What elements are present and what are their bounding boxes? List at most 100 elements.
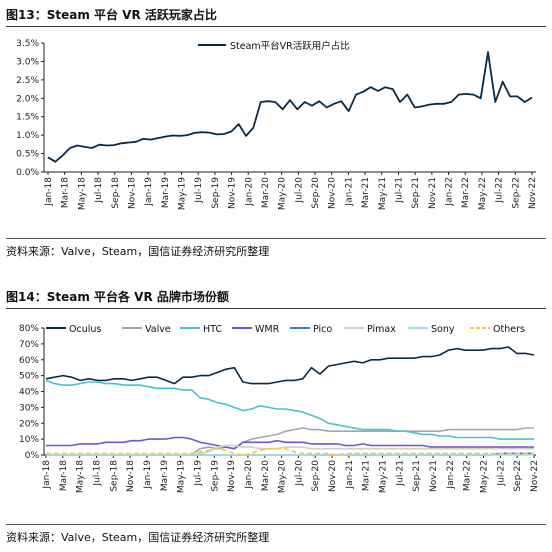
x-tick-label: Sep-20 [311,177,321,209]
x-tick-label: Nov-19 [227,460,237,492]
x-tick-label: May-20 [278,460,288,493]
x-tick-label: Jan-20 [244,177,254,207]
x-tick-label: Mar-21 [362,460,372,491]
x-tick-label: Jan-19 [144,177,154,207]
series-line-wmr [46,436,534,450]
legend-label: Others [493,324,525,335]
x-tick-label: Mar-19 [160,460,170,491]
y-tick-label: 2.5% [16,76,39,86]
x-tick-label: Jul-20 [294,177,304,204]
x-tick-label: Mar-22 [461,177,471,208]
x-tick-label: Nov-20 [328,460,338,492]
x-tick-label: Jul-18 [92,460,102,487]
x-tick-label: May-18 [77,177,87,210]
figure1-top-rule [6,26,546,27]
x-tick-label: May-21 [379,460,389,493]
y-tick-label: 70% [19,340,39,350]
x-tick-label: Nov-21 [429,460,439,492]
legend-label: WMR [255,324,280,335]
y-tick-label: 20% [19,419,39,429]
x-tick-label: Nov-18 [126,460,136,492]
x-tick-label: May-19 [177,460,187,493]
x-tick-label: Jul-20 [294,460,304,487]
x-tick-label: Jul-22 [496,460,506,487]
x-tick-label: May-19 [178,177,188,210]
legend-label: Pico [313,324,332,335]
x-tick-label: Jan-21 [344,177,354,207]
x-tick-label: Nov-19 [228,177,238,209]
x-tick-label: Jul-22 [495,177,505,204]
figure2-title: 图14：Steam 平台各 VR 品牌市场份额 [6,290,229,304]
x-tick-label: Jul-21 [394,177,404,204]
figure1-bottom-rule [6,238,546,239]
x-tick-label: Jan-18 [42,460,52,490]
chart-vr-active-share: 0.0% 0.5% 1.0% 1.5% 2.0% 2.5% 3.0% 3.5% Jan-18 Ma… [16,39,538,210]
x-tick-label: Nov-20 [328,177,338,209]
y-tick-label: 3.5% [16,39,39,49]
x-tick-label: May-21 [378,177,388,210]
y-tick-label: 60% [19,356,39,366]
y-tick-label: 0.0% [16,168,39,178]
x-tick-label: Sep-19 [210,460,220,492]
figure1-source: 资料来源：Valve，Steam，国信证券经济研究所整理 [6,245,270,258]
x-tick-label: Sep-21 [412,460,422,492]
y-tick-label: 80% [19,324,39,334]
x-tick-label: Nov-22 [528,177,538,209]
x-tick-label: Jul-18 [94,177,104,204]
figure2-top-rule [6,308,546,309]
x-tick-label: May-18 [76,460,86,493]
x-tick-label: Sep-20 [311,460,321,492]
y-tick-label: 50% [19,372,39,382]
x-tick-label: Mar-20 [261,460,271,491]
y-tick-label: 1.0% [16,131,39,141]
legend-label: Valve [145,324,171,335]
x-tick-label: Jan-22 [445,177,455,207]
x-tick-label: Mar-18 [61,177,71,208]
x-tick-label: Sep-22 [511,177,521,209]
series-line-others [46,447,534,456]
legend-label: Pimax [367,324,396,335]
x-tick-label: May-22 [480,460,490,493]
x-tick-label: May-22 [478,177,488,210]
x-tick-label: Mar-21 [361,177,371,208]
legend-label: Sony [431,324,455,335]
series-line-htc [45,379,534,440]
x-tick-label: Sep-21 [411,177,421,209]
x-tick-label: Sep-18 [111,177,121,209]
y-tick-label: 40% [19,388,39,398]
x-tick-label: Jan-19 [143,460,153,490]
x-tick-label: Jan-21 [345,460,355,490]
x-tick-label: Jul-21 [395,460,405,487]
chart-vr-brand-share: 0% 10% 20% 30% 40% 50% 60% 70% 80% Jan-18 Mar-18 Ma… [19,324,540,493]
x-tick-label: Jan-22 [446,460,456,490]
x-tick-label: Mar-19 [161,177,171,208]
y-tick-label: 0% [25,451,40,461]
y-tick-label: 0.5% [16,150,39,160]
figure2-bottom-rule [6,524,546,525]
legend-label: HTC [203,324,222,335]
legend-label: Steam平台VR活跃用户占比 [230,40,350,52]
legend-label: Oculus [69,324,101,335]
x-tick-label: Sep-18 [109,460,119,492]
x-tick-label: Nov-22 [530,460,540,492]
x-tick-label: Sep-22 [513,460,523,492]
y-tick-label: 3.0% [16,57,39,67]
y-tick-label: 2.0% [16,94,39,104]
x-tick-label: Nov-21 [428,177,438,209]
x-tick-label: Jan-20 [244,460,254,490]
y-tick-label: 10% [19,435,39,445]
x-tick-label: Mar-20 [261,177,271,208]
x-tick-label: Mar-18 [59,460,69,491]
x-tick-label: Jan-18 [44,177,54,207]
series-line-steam-vr- [47,51,533,163]
series-line-oculus [45,346,535,385]
y-tick-label: 30% [19,403,39,413]
x-tick-label: Jul-19 [193,460,203,487]
x-tick-label: Mar-22 [463,460,473,491]
figure2-source: 资料来源：Valve，Steam，国信证券经济研究所整理 [6,531,270,544]
x-tick-label: Nov-18 [127,177,137,209]
y-tick-label: 1.5% [16,113,39,123]
figure1-title: 图13：Steam 平台 VR 活跃玩家占比 [6,8,217,22]
x-tick-label: Jul-19 [194,177,204,204]
x-tick-label: Sep-19 [211,177,221,209]
